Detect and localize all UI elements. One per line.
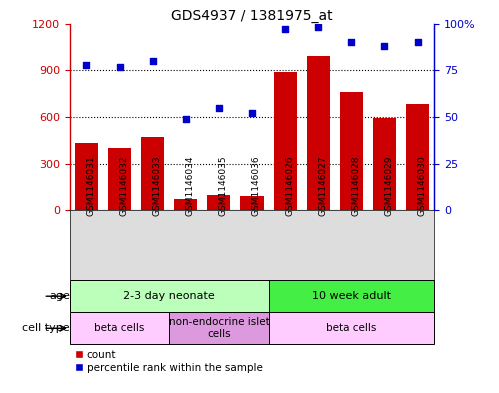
Point [149, 58, 157, 64]
Text: GSM1146034: GSM1146034 [186, 155, 195, 216]
Text: GSM1146026: GSM1146026 [285, 155, 294, 216]
Bar [70, 312, 169, 344]
Point [414, 39, 422, 45]
Bar [169, 312, 268, 344]
Text: beta cells: beta cells [326, 323, 377, 333]
Point [281, 26, 289, 32]
Bar [70, 280, 268, 312]
Point [116, 63, 124, 70]
Text: cell type: cell type [22, 323, 70, 333]
Point [347, 39, 355, 45]
Bar [273, 72, 297, 210]
Point [314, 24, 322, 30]
Text: GSM1146029: GSM1146029 [384, 155, 393, 216]
Bar [373, 118, 396, 210]
Text: GSM1146030: GSM1146030 [418, 155, 427, 216]
Bar [108, 148, 131, 210]
Text: 10 week adult: 10 week adult [312, 291, 391, 301]
Point [82, 61, 90, 68]
Title: GDS4937 / 1381975_at: GDS4937 / 1381975_at [171, 9, 333, 22]
Point [380, 43, 388, 49]
Text: GSM1146031: GSM1146031 [86, 155, 95, 216]
Point [182, 116, 190, 122]
Text: age: age [49, 291, 70, 301]
Text: GSM1146028: GSM1146028 [351, 155, 360, 216]
Point [215, 105, 223, 111]
Text: GSM1146035: GSM1146035 [219, 155, 228, 216]
Bar [306, 56, 330, 210]
Bar [75, 143, 98, 210]
Bar [174, 199, 197, 210]
Point [248, 110, 256, 116]
Text: non-endocrine islet
cells: non-endocrine islet cells [169, 318, 269, 339]
Bar [141, 137, 164, 210]
Legend: count, percentile rank within the sample: count, percentile rank within the sample [75, 349, 262, 373]
Bar [268, 280, 434, 312]
Bar [241, 196, 263, 210]
Bar [406, 105, 429, 210]
Bar [340, 92, 363, 210]
Text: GSM1146032: GSM1146032 [120, 155, 129, 216]
Text: 2-3 day neonate: 2-3 day neonate [123, 291, 215, 301]
Bar [268, 312, 434, 344]
Text: GSM1146036: GSM1146036 [252, 155, 261, 216]
Text: GSM1146027: GSM1146027 [318, 155, 327, 216]
Text: beta cells: beta cells [94, 323, 145, 333]
Bar [207, 195, 231, 210]
Text: GSM1146033: GSM1146033 [153, 155, 162, 216]
